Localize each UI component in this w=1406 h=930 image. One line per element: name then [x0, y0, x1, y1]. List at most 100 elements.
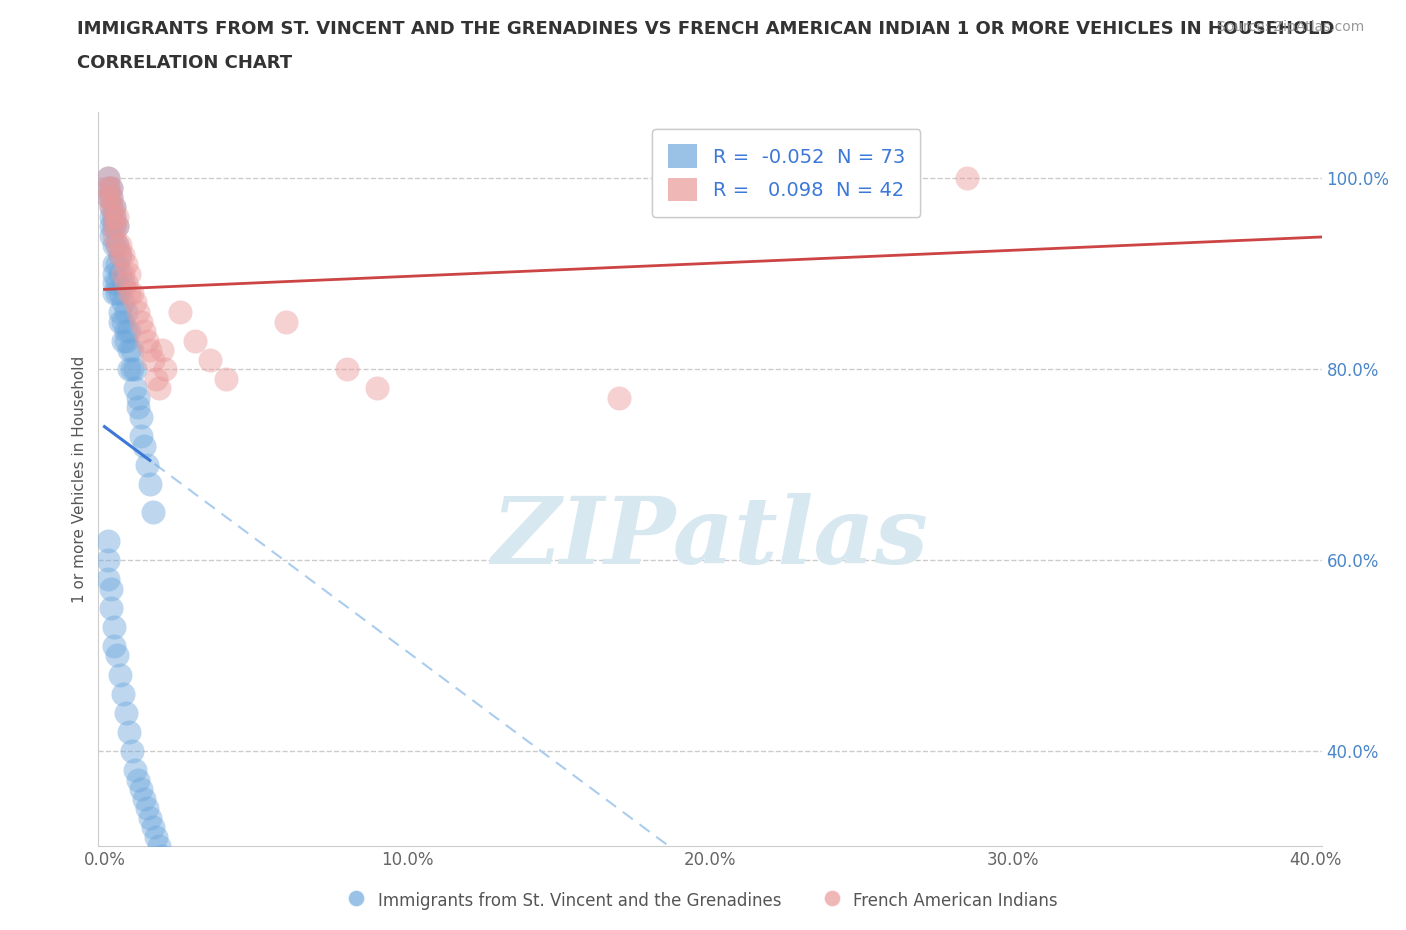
- Point: [111, 314, 134, 329]
- Text: ZIPatlas: ZIPatlas: [492, 493, 928, 583]
- Point: [100, 180, 122, 195]
- Point: [108, 304, 131, 319]
- Point: [142, 505, 165, 520]
- Point: [96, 180, 118, 195]
- Point: [111, 266, 134, 281]
- Point: [100, 190, 122, 205]
- Point: [108, 286, 131, 300]
- Point: [132, 791, 155, 806]
- Point: [96, 190, 118, 205]
- Point: [121, 286, 143, 300]
- Text: CORRELATION CHART: CORRELATION CHART: [77, 54, 292, 72]
- Point: [111, 686, 134, 701]
- Point: [103, 200, 125, 215]
- Point: [105, 238, 128, 253]
- Point: [148, 839, 170, 854]
- Point: [124, 295, 146, 310]
- Point: [96, 190, 118, 205]
- Point: [148, 381, 170, 396]
- Point: [118, 362, 141, 377]
- Point: [142, 352, 165, 367]
- Point: [118, 324, 141, 339]
- Point: [96, 572, 118, 587]
- Point: [111, 247, 134, 262]
- Point: [129, 409, 152, 424]
- Point: [129, 314, 152, 329]
- Point: [214, 371, 236, 386]
- Point: [145, 830, 167, 844]
- Point: [105, 276, 128, 291]
- Point: [121, 342, 143, 357]
- Point: [114, 324, 136, 339]
- Point: [100, 219, 122, 233]
- Point: [111, 295, 134, 310]
- Point: [108, 266, 131, 281]
- Point: [100, 190, 122, 205]
- Point: [956, 171, 979, 186]
- Point: [150, 848, 173, 863]
- Point: [135, 333, 157, 348]
- Point: [103, 619, 125, 634]
- Point: [336, 362, 359, 377]
- Point: [103, 200, 125, 215]
- Legend: R =  -0.052  N = 73, R =   0.098  N = 42: R = -0.052 N = 73, R = 0.098 N = 42: [652, 128, 921, 217]
- Point: [142, 819, 165, 834]
- Point: [100, 581, 122, 596]
- Point: [139, 476, 162, 491]
- Point: [108, 247, 131, 262]
- Point: [135, 801, 157, 816]
- Text: Source: ZipAtlas.com: Source: ZipAtlas.com: [1216, 20, 1364, 34]
- Point: [108, 314, 131, 329]
- Point: [103, 286, 125, 300]
- Point: [153, 858, 176, 873]
- Point: [96, 552, 118, 567]
- Point: [103, 266, 125, 281]
- Point: [105, 257, 128, 272]
- Point: [108, 247, 131, 262]
- Point: [150, 342, 173, 357]
- Point: [103, 257, 125, 272]
- Point: [100, 228, 122, 243]
- Point: [100, 601, 122, 616]
- Point: [132, 324, 155, 339]
- Point: [111, 276, 134, 291]
- Point: [121, 362, 143, 377]
- Point: [200, 352, 222, 367]
- Point: [103, 209, 125, 224]
- Point: [108, 667, 131, 682]
- Point: [127, 772, 149, 787]
- Point: [96, 171, 118, 186]
- Point: [129, 781, 152, 796]
- Point: [139, 342, 162, 357]
- Point: [96, 534, 118, 549]
- Point: [184, 333, 207, 348]
- Point: [103, 639, 125, 654]
- Point: [114, 304, 136, 319]
- Point: [103, 238, 125, 253]
- Point: [100, 200, 122, 215]
- Point: [132, 438, 155, 453]
- Point: [607, 391, 630, 405]
- Point: [103, 228, 125, 243]
- Point: [118, 342, 141, 357]
- Point: [118, 724, 141, 739]
- Point: [276, 314, 298, 329]
- Legend: Immigrants from St. Vincent and the Grenadines, French American Indians: Immigrants from St. Vincent and the Gren…: [342, 884, 1064, 917]
- Point: [103, 209, 125, 224]
- Point: [105, 219, 128, 233]
- Point: [100, 200, 122, 215]
- Point: [127, 391, 149, 405]
- Point: [96, 171, 118, 186]
- Point: [100, 180, 122, 195]
- Point: [129, 429, 152, 444]
- Point: [145, 371, 167, 386]
- Point: [105, 238, 128, 253]
- Point: [153, 362, 176, 377]
- Point: [127, 400, 149, 415]
- Point: [121, 743, 143, 758]
- Point: [103, 219, 125, 233]
- Point: [169, 304, 191, 319]
- Point: [135, 458, 157, 472]
- Point: [124, 763, 146, 777]
- Point: [118, 266, 141, 281]
